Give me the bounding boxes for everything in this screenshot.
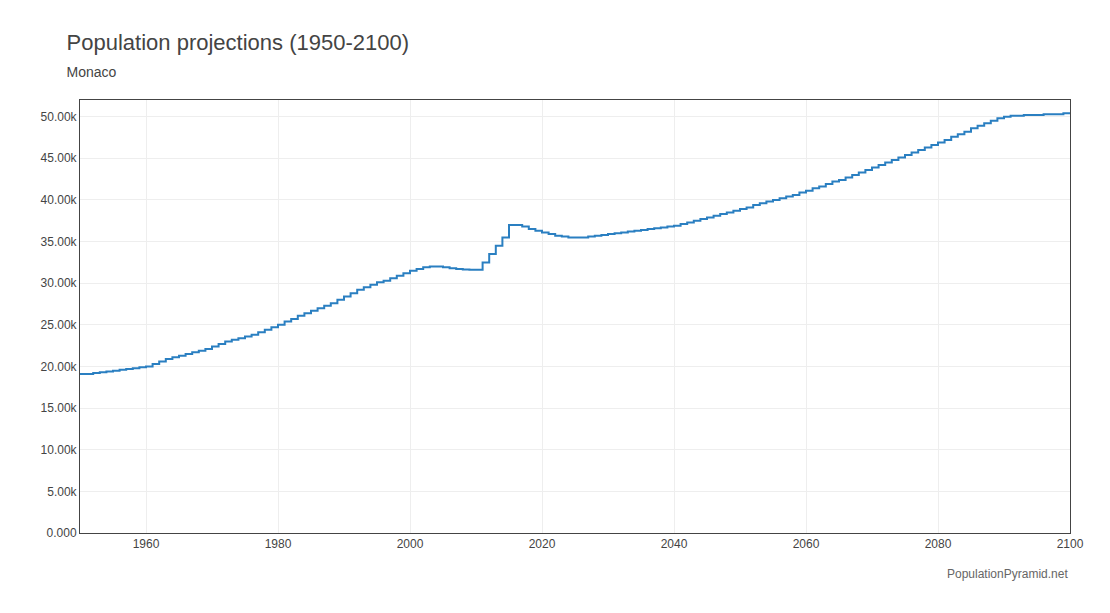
svg-text:Population projections (1950-2: Population projections (1950-2100) — [67, 30, 409, 55]
svg-text:2000: 2000 — [397, 537, 424, 551]
svg-text:30.00k: 30.00k — [41, 276, 78, 290]
svg-text:1980: 1980 — [265, 537, 292, 551]
svg-text:20.00k: 20.00k — [41, 360, 78, 374]
svg-text:10.00k: 10.00k — [41, 443, 78, 457]
svg-text:2020: 2020 — [529, 537, 556, 551]
svg-text:25.00k: 25.00k — [41, 318, 78, 332]
svg-text:45.00k: 45.00k — [41, 151, 78, 165]
svg-text:2060: 2060 — [793, 537, 820, 551]
svg-text:Monaco: Monaco — [67, 64, 117, 80]
svg-text:2100: 2100 — [1057, 537, 1084, 551]
svg-text:2080: 2080 — [925, 537, 952, 551]
svg-text:50.00k: 50.00k — [41, 110, 78, 124]
svg-text:0.000: 0.000 — [47, 526, 77, 540]
svg-text:1960: 1960 — [133, 537, 160, 551]
svg-text:PopulationPyramid.net: PopulationPyramid.net — [947, 567, 1068, 581]
svg-text:2040: 2040 — [661, 537, 688, 551]
svg-text:40.00k: 40.00k — [41, 193, 78, 207]
svg-text:15.00k: 15.00k — [41, 401, 78, 415]
svg-text:5.00k: 5.00k — [47, 485, 77, 499]
svg-text:35.00k: 35.00k — [41, 235, 78, 249]
